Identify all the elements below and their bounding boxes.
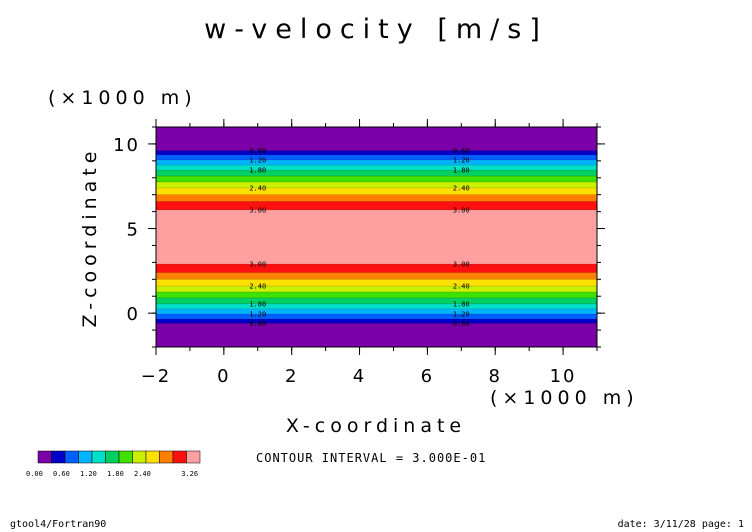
footer-left: gtool4/Fortran90 [10,519,106,530]
contour-band [156,154,597,161]
colorbar-swatch [64,450,79,464]
contour-label: 0.60 [453,320,470,328]
y-tick-label: 5 [127,220,140,241]
contour-band [156,314,597,320]
contour-label: 3.00 [453,206,470,214]
x-scale-note: (×1000 m) [490,387,639,409]
colorbar-swatch [172,450,187,464]
contour-label: 2.40 [453,283,470,291]
colorbar-swatch [186,450,201,464]
y-tick-label: 10 [113,135,140,156]
contour-label: 0.60 [249,147,266,155]
contour-band [156,160,597,166]
contour-label: 1.80 [453,167,470,175]
footer-right: date: 3/11/28 page: 1 [618,519,744,530]
x-tick-label: −2 [141,366,172,387]
contour-band [156,201,597,211]
plot-area: 0.60 0.601.20 1.201.80 1.802.40 2.403.00 3.00… [156,126,597,348]
contour-band [156,264,597,274]
colorbar-swatch [78,450,93,464]
contour-band [156,297,597,305]
contour-label: 0.60 [249,320,266,328]
contour-band [156,170,597,177]
colorbar-label: 0.60 [53,470,70,478]
x-tick-label: 10 [550,366,577,387]
contour-band [156,279,597,287]
colorbar-swatch [51,450,66,464]
colorbar-swatch [37,450,52,464]
x-tick-label: 0 [217,366,230,387]
contour-label: 1.20 [249,157,266,165]
contour-band [156,292,597,299]
x-axis-label: X-coordinate [286,415,466,437]
colorbar-label: 1.80 [107,470,124,478]
contour-band [156,176,597,183]
colorbar-label: 2.40 [134,470,151,478]
contour-band [156,165,597,171]
colorbar-swatch [105,450,120,464]
contour-label: 2.40 [249,283,266,291]
contour-band [156,272,597,280]
y-axis-label: Z-coordinate [79,147,101,328]
colorbar-swatch [159,450,174,464]
contour-band [156,187,597,196]
colorbar-swatch [145,450,160,464]
x-tick-label: 2 [285,366,298,387]
contour-label: 1.20 [453,311,470,319]
plot-frame [155,126,598,348]
contour-band [156,323,597,348]
contour-label: 2.40 [249,184,266,192]
contour-band [156,127,597,152]
contour-label: 1.20 [453,157,470,165]
contour-band [156,308,597,315]
contour-band [156,319,597,324]
colorbar-swatch [132,450,147,464]
x-tick-label: 8 [489,366,502,387]
colorbar-swatch [118,450,133,464]
colorbar-label: 1.20 [80,470,97,478]
x-tick-label: 6 [421,366,434,387]
contour-band [156,286,597,293]
contour-label: 1.80 [453,300,470,308]
contour-label: 3.00 [249,261,266,269]
contour-label: 3.00 [453,261,470,269]
contour-label: 2.40 [453,184,470,192]
y-scale-note: (×1000 m) [48,87,197,109]
y-tick-label: 0 [127,304,140,325]
colorbar-swatch [91,450,106,464]
contour-band [156,303,597,310]
colorbar-label: 3.26 [181,470,198,478]
contour-band [156,209,597,265]
colorbar: 0.00 0.60 1.20 1.80 2.40 3.26 [26,450,201,478]
contour-interval-note: CONTOUR INTERVAL = 3.000E-01 [256,451,486,465]
contour-label: 1.20 [249,311,266,319]
chart-title: w-velocity [m/s] [204,14,548,45]
colorbar-label: 0.00 [26,470,43,478]
contour-band [156,194,597,202]
contour-label: 1.80 [249,167,266,175]
contour-label: 0.60 [453,147,470,155]
x-tick-label: 4 [353,366,366,387]
contour-band [156,182,597,189]
axis-ticks: −2 0 2 4 6 8 10 0 5 10 [113,119,605,387]
contour-label: 3.00 [249,206,266,214]
contour-label: 1.80 [249,300,266,308]
contour-band [156,150,597,156]
